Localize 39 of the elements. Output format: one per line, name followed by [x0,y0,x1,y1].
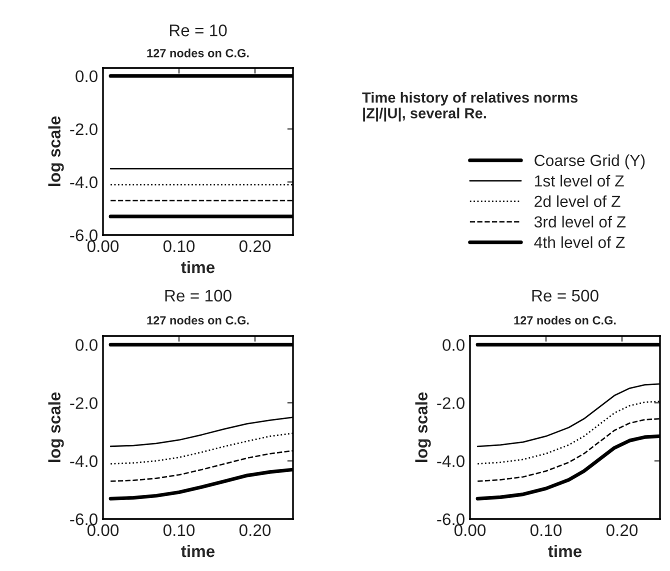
chart-title: Re = 500 [532,290,598,302]
chart-subtitle: 127 nodes on C.G. [147,316,249,325]
x-axis-title: time [548,544,582,558]
x-tick-label: 0.10 [163,524,195,536]
y-tick-label: -6.0 [437,513,464,526]
x-tick-label: 0.20 [606,524,638,536]
text: Time history of relatives norms |Z|/|U|, several Re. [362,92,578,122]
chart-subtitle: 127 nodes on C.G. [147,48,249,58]
y-tick-label: 0.0 [76,339,98,351]
y-tick-label: -4.0 [70,176,98,188]
y-tick-label: -6.0 [70,229,98,242]
x-axis-title: time [181,260,215,274]
x-tick-label: 0.20 [239,240,271,252]
legend-label: 2d level of Z [534,195,620,208]
x-tick-label: 0.00 [454,524,486,536]
legend-label: Coarse Grid (Y) [534,154,645,170]
x-tick-label: 0.00 [87,524,119,536]
chart-title: Re = 100 [165,290,232,302]
legend-label: 4th level of Z [534,236,625,248]
y-tick-label: -2.0 [70,123,98,136]
y-axis-title: log scale [415,392,431,462]
x-axis-title: time [181,544,215,558]
y-tick-label: -2.0 [70,397,98,410]
y-axis-title: log scale [48,392,64,462]
chart-subtitle: 127 nodes on C.G. [514,316,616,325]
y-tick-label: -4.0 [437,455,464,468]
legend-label: 3rd level of Z [534,216,626,228]
chart-title: Re = 10 [170,24,227,36]
y-tick-label: 0.0 [442,339,464,351]
x-tick-label: 0.10 [530,524,562,536]
y-tick-label: -4.0 [70,455,98,468]
y-tick-label: 0.0 [76,70,98,82]
x-tick-label: 0.10 [163,240,195,252]
x-tick-label: 0.00 [87,240,119,252]
y-tick-label: -2.0 [437,397,464,410]
legend-label: 1st level of Z [535,174,624,187]
y-axis-title: log scale [48,116,64,186]
y-tick-label: -6.0 [70,513,98,526]
x-tick-label: 0.20 [239,524,271,536]
